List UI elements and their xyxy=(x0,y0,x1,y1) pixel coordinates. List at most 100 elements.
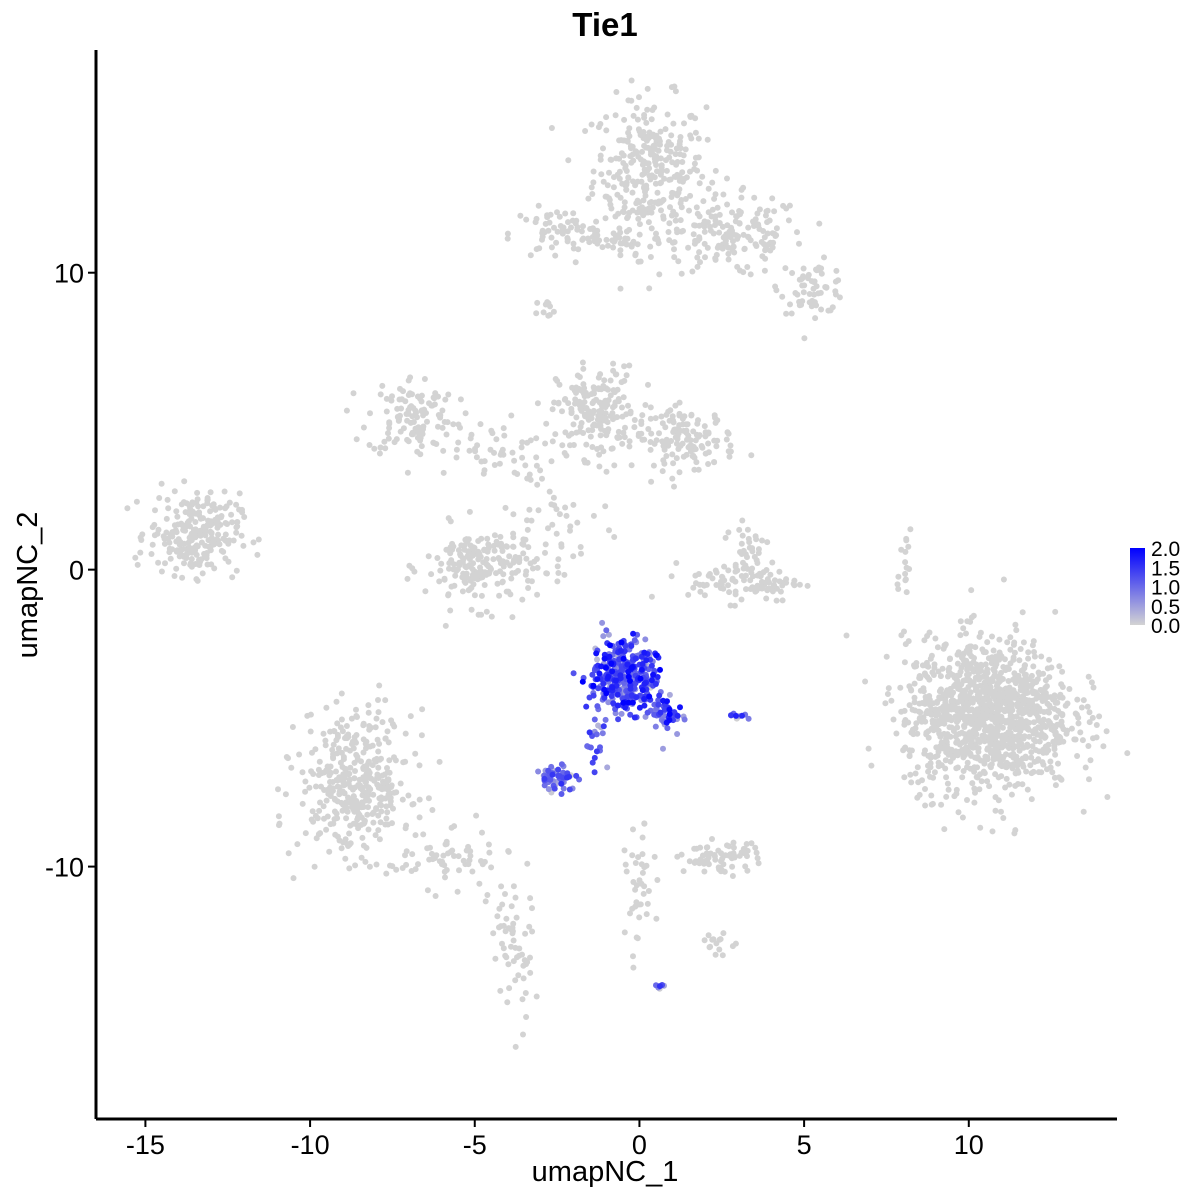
cell-point xyxy=(711,195,718,202)
cell-point xyxy=(643,185,650,192)
cell-point xyxy=(608,693,615,699)
cell-point xyxy=(494,580,501,587)
cell-point xyxy=(520,975,527,982)
cell-point xyxy=(503,915,510,922)
cell-point xyxy=(948,691,955,697)
cell-point xyxy=(666,220,673,227)
cell-point xyxy=(1056,663,1063,670)
cell-point xyxy=(511,457,518,464)
cell-point xyxy=(638,131,645,138)
cell-point xyxy=(908,687,915,694)
cell-point xyxy=(616,175,623,182)
cell-point xyxy=(818,265,825,272)
cell-point xyxy=(1085,673,1092,680)
cell-point xyxy=(500,425,507,432)
cell-point xyxy=(519,596,526,603)
cell-point xyxy=(591,386,598,393)
cell-point xyxy=(686,858,693,865)
cell-point xyxy=(638,418,645,425)
cell-point xyxy=(628,243,635,250)
cell-point xyxy=(976,699,983,706)
cell-point xyxy=(590,692,597,699)
cell-point xyxy=(194,577,201,584)
cell-point xyxy=(701,240,708,247)
cell-point xyxy=(326,764,333,771)
cell-point xyxy=(166,539,173,546)
cell-point xyxy=(496,905,503,912)
cell-point xyxy=(152,507,158,514)
cell-point xyxy=(405,792,412,799)
cell-point xyxy=(304,712,311,719)
cell-point xyxy=(764,539,771,546)
cell-point xyxy=(606,195,612,202)
cell-point xyxy=(727,442,734,449)
cell-point xyxy=(673,560,680,566)
cell-point xyxy=(676,186,683,193)
cell-point xyxy=(604,182,611,189)
cell-point xyxy=(644,85,651,92)
cell-point xyxy=(763,208,770,215)
cell-point xyxy=(1089,714,1096,721)
cell-point xyxy=(422,588,429,595)
cell-point xyxy=(455,853,462,860)
cell-point xyxy=(534,400,541,407)
cell-point xyxy=(466,447,473,454)
cell-point xyxy=(520,962,527,969)
cell-point xyxy=(658,413,665,420)
cell-point xyxy=(1026,676,1033,683)
cell-point xyxy=(602,410,609,417)
cell-point xyxy=(400,759,407,766)
cell-point xyxy=(207,528,214,535)
cell-point xyxy=(1006,781,1013,788)
cell-point xyxy=(648,209,655,216)
cell-point xyxy=(418,443,425,450)
cell-point xyxy=(665,440,672,447)
cell-point xyxy=(644,709,651,716)
cell-point xyxy=(299,769,306,776)
cell-point xyxy=(973,774,980,780)
cell-point xyxy=(759,585,766,592)
cell-point xyxy=(941,826,948,833)
cell-point xyxy=(591,421,598,428)
cell-point xyxy=(211,540,218,547)
x-tick-label: -10 xyxy=(291,1130,330,1160)
cell-point xyxy=(654,189,661,196)
cell-point xyxy=(630,112,637,119)
cell-point xyxy=(599,244,606,251)
cell-point xyxy=(397,780,404,787)
cell-point xyxy=(794,229,800,236)
cell-point xyxy=(1009,765,1016,772)
cell-point xyxy=(610,700,617,707)
cell-point xyxy=(603,127,610,134)
cell-point xyxy=(608,445,615,452)
cell-point xyxy=(467,586,473,593)
cell-point xyxy=(559,228,566,235)
cell-point xyxy=(720,585,727,592)
cell-point xyxy=(1029,642,1036,649)
cell-point xyxy=(629,189,636,196)
cell-point xyxy=(832,291,839,298)
cell-point xyxy=(542,541,549,548)
cell-point xyxy=(544,214,551,221)
cell-point xyxy=(911,694,918,701)
cell-point xyxy=(567,442,573,449)
cell-point xyxy=(652,180,659,187)
cell-point xyxy=(945,745,951,752)
cell-point xyxy=(616,168,623,175)
cell-point xyxy=(964,764,970,771)
cell-point xyxy=(1007,712,1014,719)
cell-point xyxy=(755,221,762,228)
cell-point xyxy=(654,674,661,680)
cell-point xyxy=(1046,719,1053,726)
cell-point xyxy=(999,692,1006,699)
cell-point xyxy=(160,533,167,540)
cell-point xyxy=(912,770,919,777)
cell-point xyxy=(602,215,609,222)
cell-point xyxy=(479,574,486,581)
cell-point xyxy=(594,232,601,239)
cell-point xyxy=(995,708,1002,715)
cell-point xyxy=(759,537,765,544)
cell-point xyxy=(212,506,219,513)
cell-point xyxy=(580,223,586,230)
cell-point xyxy=(570,421,577,428)
